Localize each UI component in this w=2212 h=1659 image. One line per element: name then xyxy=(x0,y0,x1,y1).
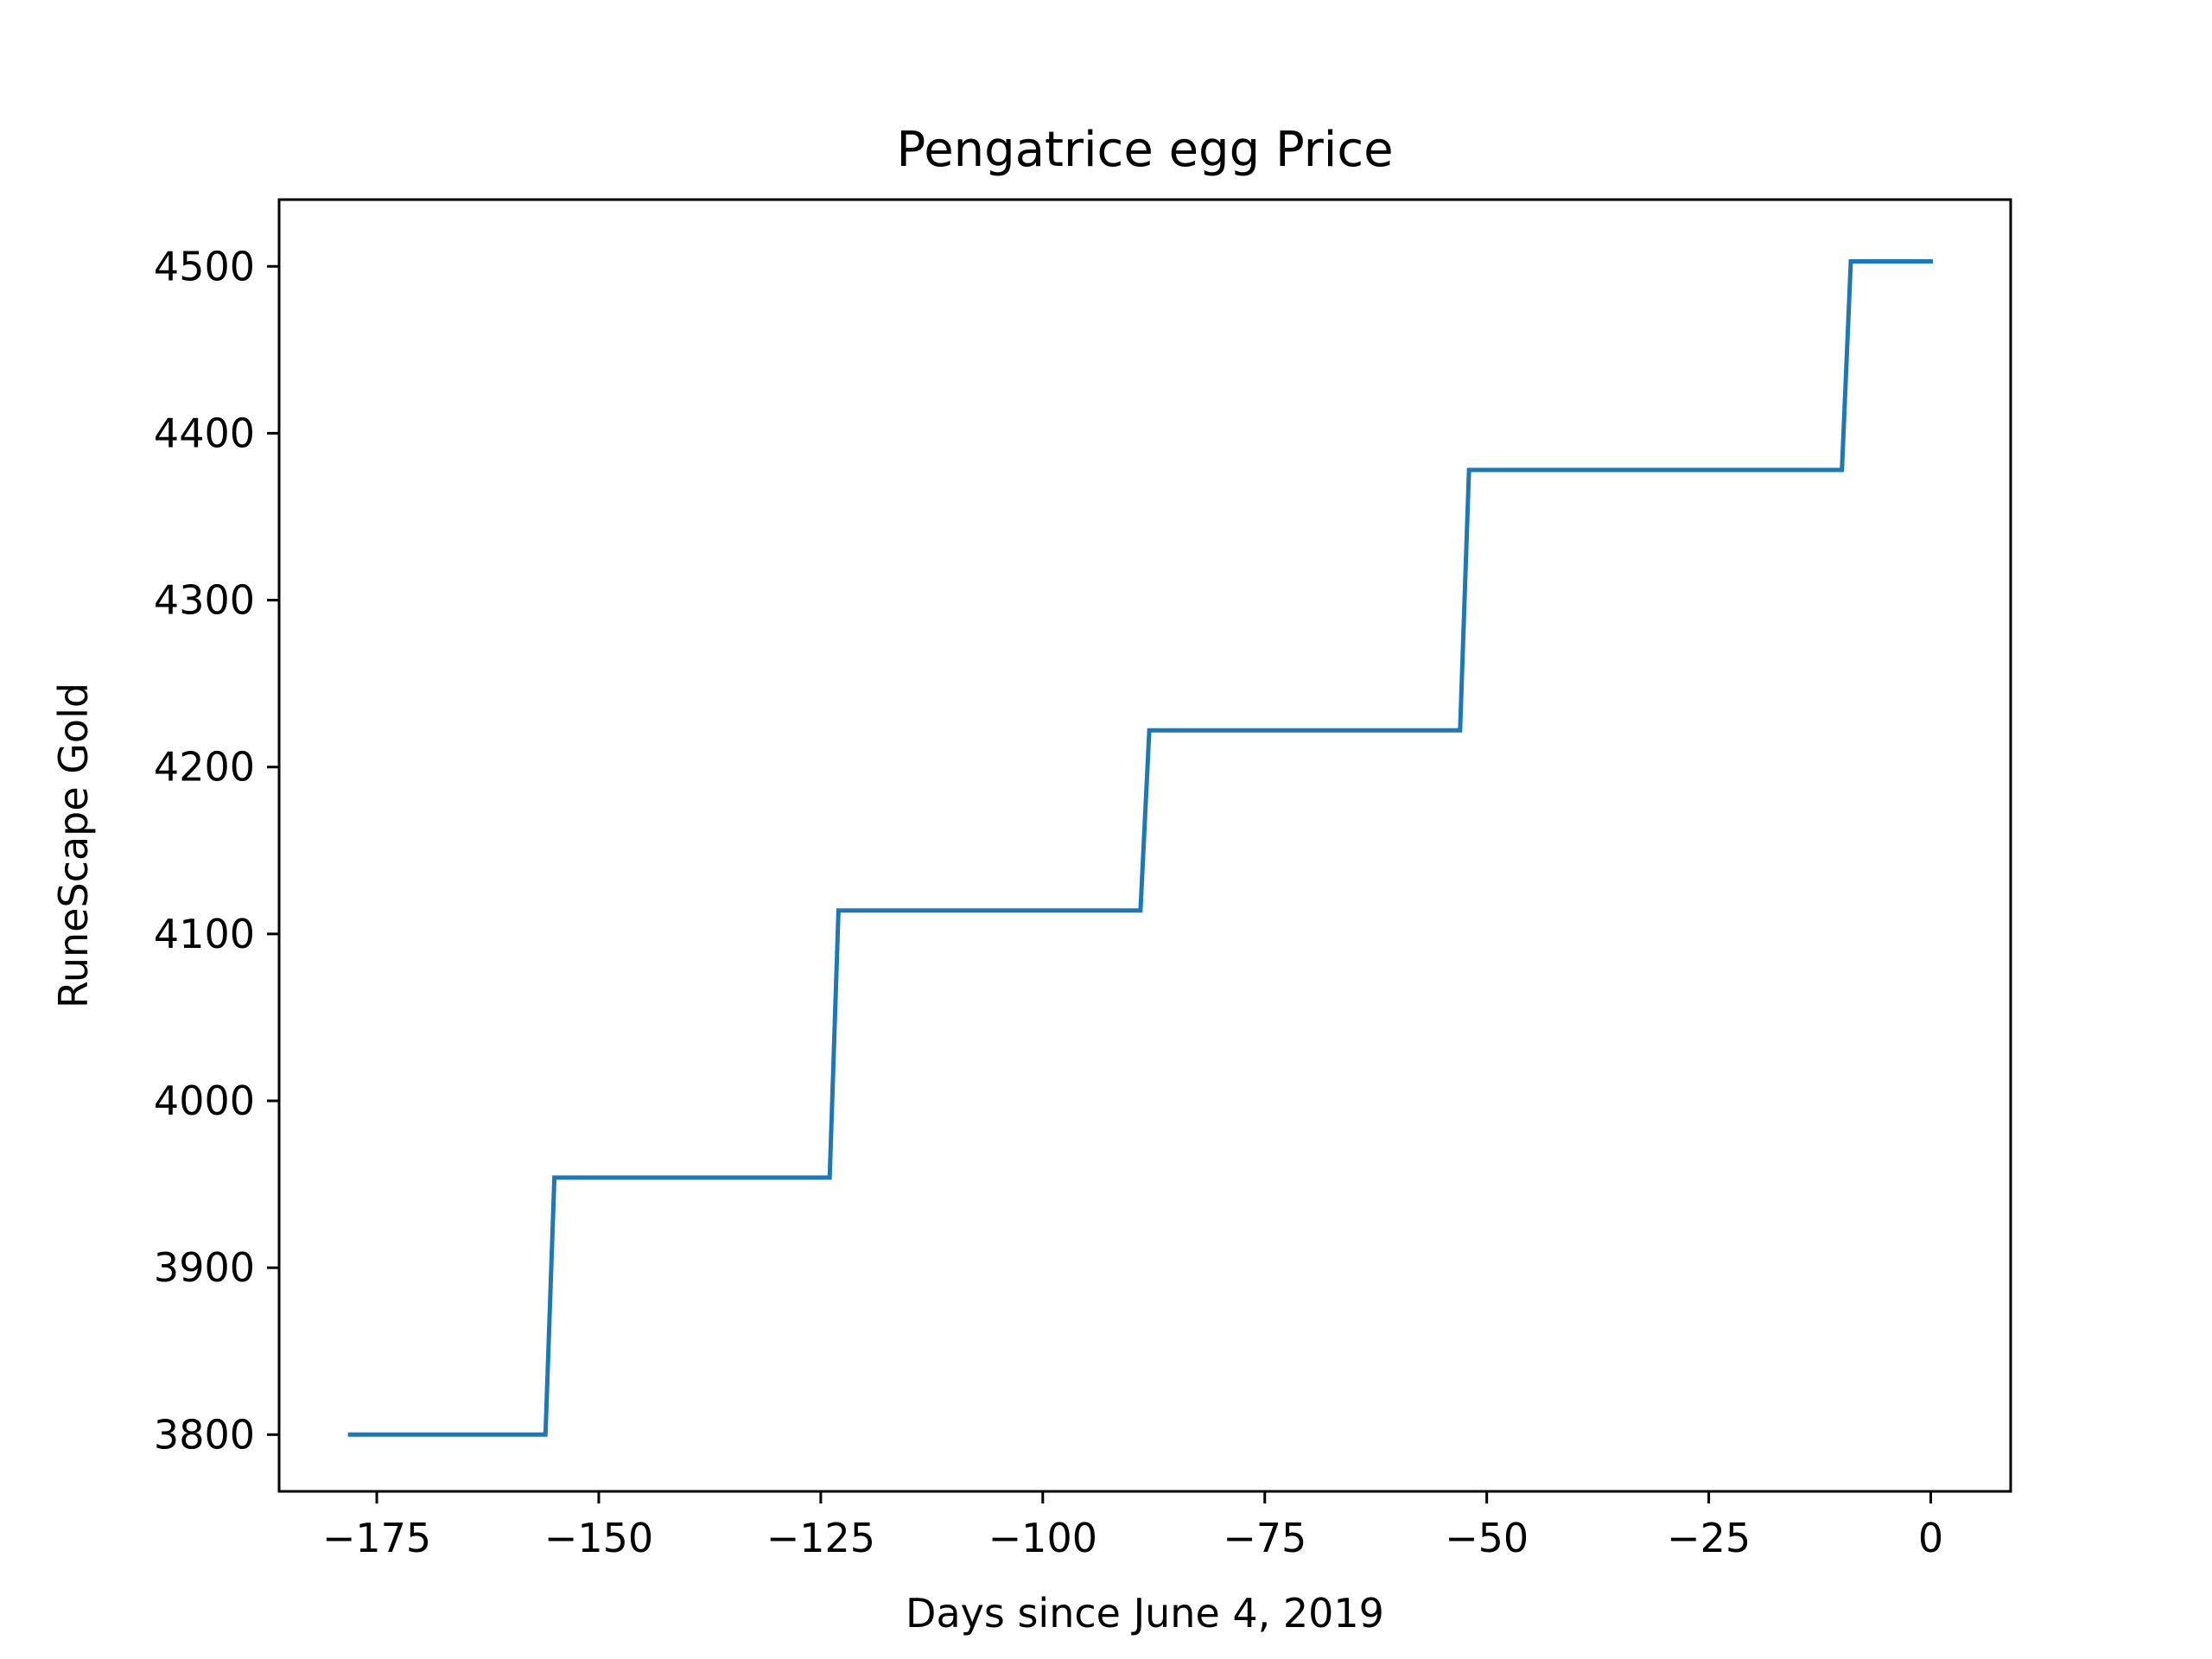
x-axis-label: Days since June 4, 2019 xyxy=(906,1590,1384,1637)
chart-title: Pengatrice egg Price xyxy=(896,122,1393,178)
y-tick-label: 4200 xyxy=(154,744,255,791)
y-axis: 3800 3900 4000 4100 4200 4300 4400 4500 xyxy=(154,243,279,1458)
y-axis-label: RuneScape Gold xyxy=(50,683,97,1008)
y-tick-label: 3900 xyxy=(154,1244,255,1291)
y-tick-label: 4000 xyxy=(154,1077,255,1124)
x-tick-label: −25 xyxy=(1667,1515,1751,1561)
x-tick-label: −125 xyxy=(766,1515,875,1561)
x-tick-label: 0 xyxy=(1918,1515,1943,1561)
plot-area xyxy=(347,259,1933,1437)
y-tick-label: 4100 xyxy=(154,911,255,957)
x-axis: −175 −150 −125 −100 −75 −50 −25 0 xyxy=(322,1491,1943,1561)
y-tick-label: 3800 xyxy=(154,1411,255,1458)
x-tick-label: −75 xyxy=(1223,1515,1306,1561)
x-tick-label: −100 xyxy=(988,1515,1097,1561)
y-tick-label: 4300 xyxy=(154,577,255,624)
y-tick-label: 4500 xyxy=(154,243,255,289)
y-tick-label: 4400 xyxy=(154,410,255,456)
x-tick-label: −150 xyxy=(544,1515,653,1561)
x-tick-label: −50 xyxy=(1445,1515,1529,1561)
x-tick-label: −175 xyxy=(322,1515,431,1561)
axes-frame xyxy=(277,198,2012,1493)
series-line-0 xyxy=(347,259,1933,1437)
